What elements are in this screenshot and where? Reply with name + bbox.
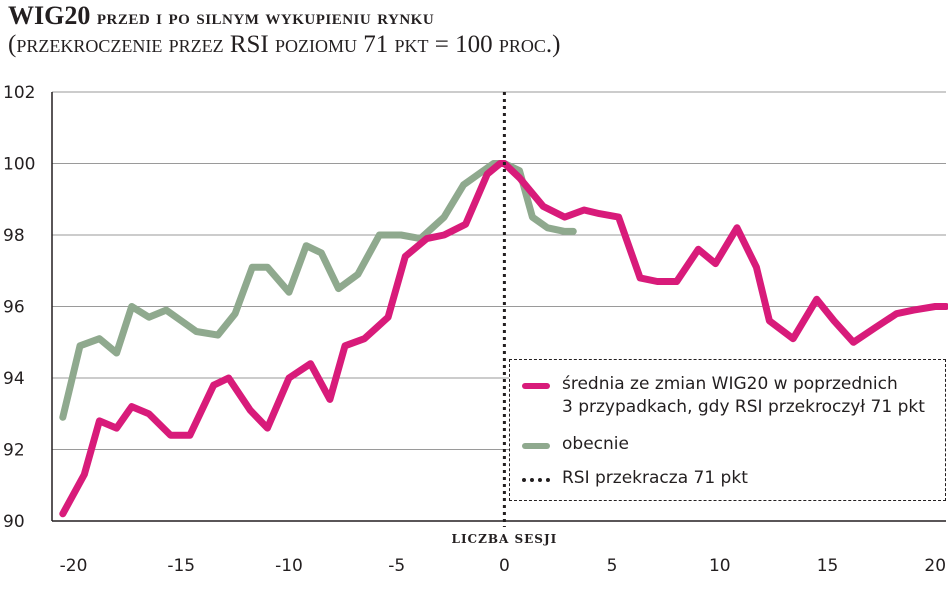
y-tick-label: 100 <box>3 155 35 175</box>
y-tick-label: 102 <box>3 83 35 103</box>
subtitle-part: pkt <box>394 31 429 58</box>
legend-item-current: obecnie <box>522 433 629 456</box>
title-block: WIG20 przed i po silnym wykupieniu rynku… <box>8 2 560 59</box>
legend: średnia ze zmian WIG20 w poprzednich 3 p… <box>509 359 946 501</box>
x-axis-label: LICZBA SESJI <box>452 532 558 546</box>
subtitle-part: = 100 <box>428 31 499 58</box>
tick-labels: 90 92 94 96 98 100 102 -20 -15 -10 -5 0 5 10 15 20 <box>3 83 946 576</box>
chart-title-main: WIG20 <box>8 1 91 30</box>
x-tick-label: 20 <box>924 556 946 576</box>
y-tick-label: 90 <box>3 512 25 532</box>
subtitle-part: ) <box>552 31 561 58</box>
chart-subtitle: (przekroczenie przez RSI poziomu 71 pkt … <box>8 31 560 59</box>
x-tick-label: -20 <box>60 556 88 576</box>
x-tick-label: -10 <box>275 556 303 576</box>
x-tick-label: 0 <box>499 556 510 576</box>
legend-label-rsi: RSI przekracza 71 pkt <box>562 468 748 488</box>
subtitle-part: 71 <box>357 31 395 58</box>
series-line-average <box>59 160 948 518</box>
x-tick-label: 5 <box>607 556 618 576</box>
subtitle-part: poziomu <box>274 31 357 58</box>
x-tick-label: -15 <box>167 556 195 576</box>
subtitle-part: RSI <box>223 31 275 58</box>
x-tick-label: 15 <box>817 556 839 576</box>
axes <box>51 92 946 527</box>
subtitle-part: proc. <box>498 31 553 58</box>
y-tick-label: 96 <box>3 298 25 318</box>
x-tick-label: 10 <box>709 556 731 576</box>
legend-swatch-dotted <box>522 478 550 482</box>
legend-swatch-green <box>522 443 550 449</box>
legend-item-rsi: RSI przekracza 71 pkt <box>522 467 748 490</box>
chart-title-rest: przed i po silnym wykupieniu rynku <box>96 4 435 29</box>
chart-title: WIG20 przed i po silnym wykupieniu rynku <box>8 2 560 31</box>
subtitle-part: przekroczenie przez <box>16 31 224 58</box>
y-tick-label: 92 <box>3 441 25 461</box>
legend-label-average: średnia ze zmian WIG20 w poprzednich 3 p… <box>562 374 925 417</box>
x-tick-label: -5 <box>388 556 405 576</box>
legend-label-current: obecnie <box>562 434 629 454</box>
legend-swatch-pink <box>522 383 550 389</box>
subtitle-part: ( <box>8 31 17 58</box>
y-tick-label: 94 <box>3 369 25 389</box>
y-tick-label: 98 <box>3 226 25 246</box>
legend-item-average: średnia ze zmian WIG20 w poprzednich 3 p… <box>522 373 925 419</box>
